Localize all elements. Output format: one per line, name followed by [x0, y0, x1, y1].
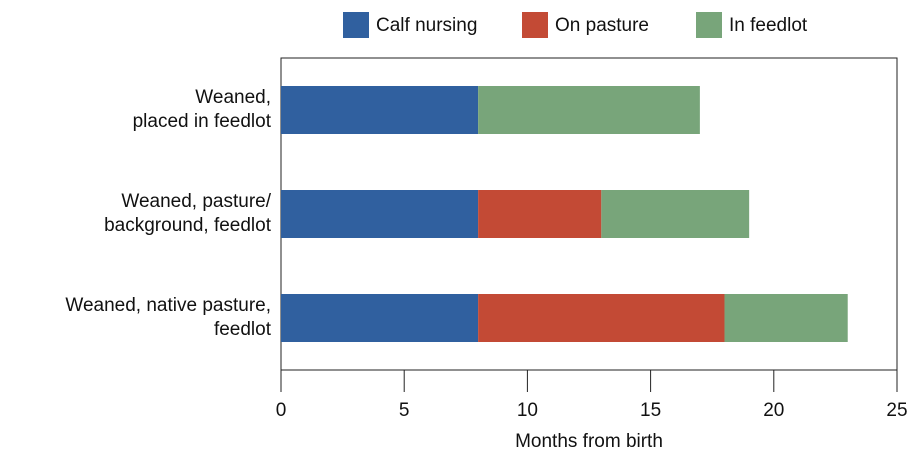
bar-segment [724, 294, 848, 342]
bar-segment [281, 294, 479, 342]
legend-label: In feedlot [729, 15, 808, 36]
x-axis-label: Months from birth [515, 431, 663, 452]
bar-segment [601, 190, 750, 238]
legend-label: Calf nursing [376, 15, 477, 36]
bar-segment [281, 86, 479, 134]
y-tick-label: Weaned, native pasture, [65, 295, 271, 316]
x-tick-label: 20 [763, 400, 784, 421]
y-tick-label: background, feedlot [104, 215, 272, 236]
legend-label: On pasture [555, 15, 649, 36]
x-tick-label: 10 [517, 400, 538, 421]
y-tick-label: Weaned, [195, 87, 271, 108]
bar-segment [478, 86, 700, 134]
y-tick-label: Weaned, pasture/ [121, 191, 271, 212]
bar-segment [478, 190, 602, 238]
x-tick-label: 25 [886, 400, 907, 421]
y-tick-label: feedlot [214, 319, 272, 340]
bar-segment [478, 294, 725, 342]
x-tick-label: 15 [640, 400, 661, 421]
legend-swatch [522, 12, 548, 38]
bar-segment [281, 190, 479, 238]
y-tick-label: placed in feedlot [133, 111, 272, 132]
x-tick-label: 5 [399, 400, 410, 421]
x-tick-label: 0 [276, 400, 287, 421]
legend-swatch [343, 12, 369, 38]
legend-swatch [696, 12, 722, 38]
